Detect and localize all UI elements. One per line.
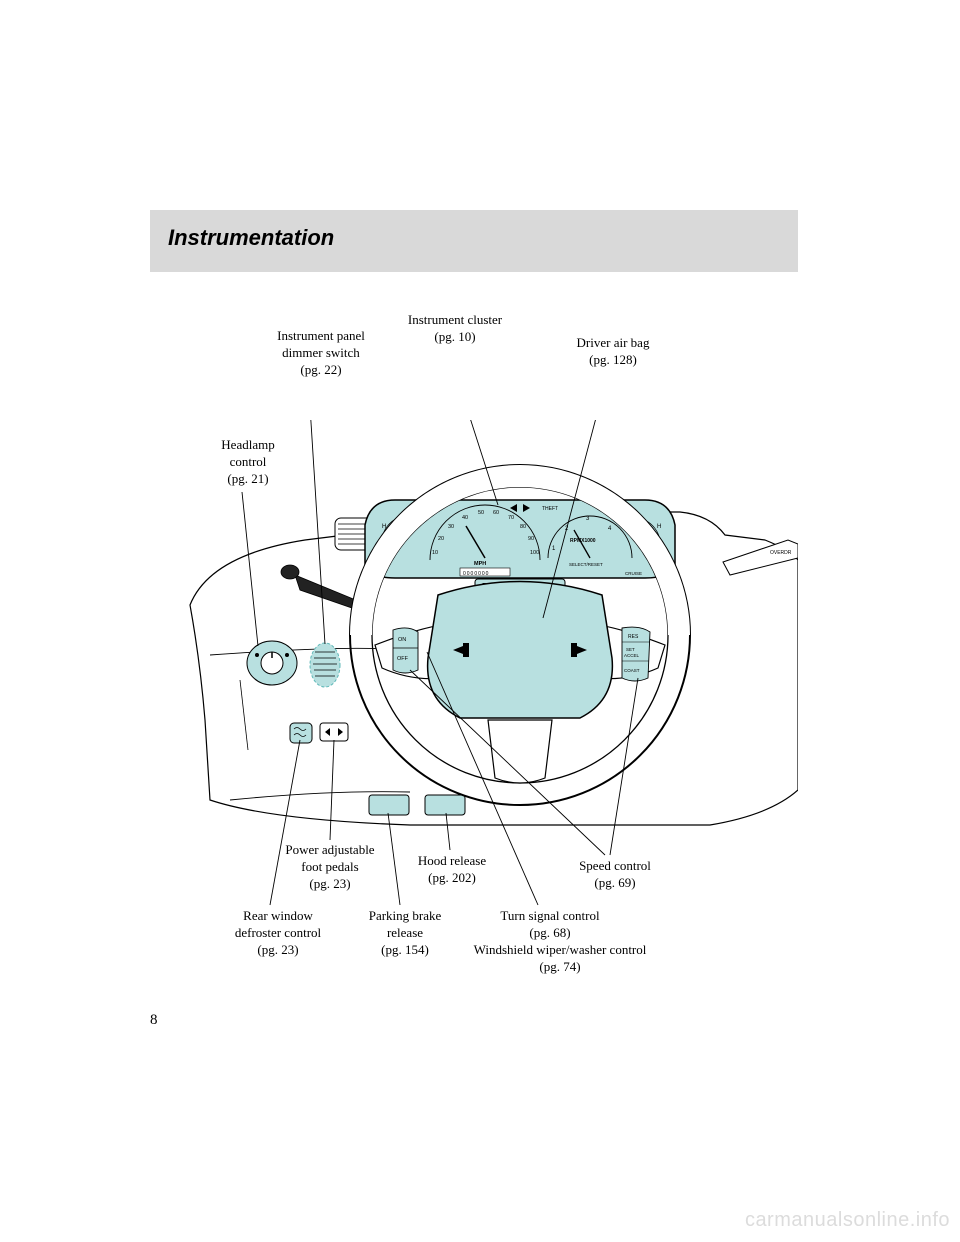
svg-text:80: 80	[520, 524, 526, 530]
hood-release-icon	[425, 795, 465, 815]
label-driver-airbag: Driver air bag (pg. 128)	[558, 335, 668, 369]
label-text: (pg. 128)	[589, 352, 637, 367]
svg-text:ON: ON	[398, 637, 406, 643]
page: Instrumentation Instrument panel dimmer …	[0, 0, 960, 1242]
svg-text:100: 100	[530, 550, 539, 556]
label-text: (pg. 23)	[257, 942, 298, 957]
svg-text:SELECT/RESET: SELECT/RESET	[569, 562, 603, 567]
label-text: Windshield wiper/washer control	[474, 942, 647, 957]
svg-text:ACCEL: ACCEL	[624, 653, 640, 658]
svg-text:20: 20	[438, 536, 444, 542]
label-wiper-washer: Windshield wiper/washer control (pg. 74)	[450, 942, 670, 976]
svg-text:90: 90	[528, 536, 534, 542]
svg-text:CRUISE: CRUISE	[625, 571, 642, 576]
label-text: defroster control	[235, 925, 321, 940]
page-number: 8	[150, 1012, 158, 1029]
svg-text:THEFT: THEFT	[542, 506, 558, 512]
svg-text:10: 10	[432, 550, 438, 556]
label-text: Driver air bag	[577, 335, 650, 350]
diagram-svg: OVERDR H C 10 20 30 40 50 60 70 80 90 10…	[150, 420, 798, 920]
svg-text:70: 70	[508, 515, 514, 521]
svg-text:60: 60	[493, 510, 499, 516]
rear-defrost-button-icon	[290, 723, 312, 743]
label-text: Instrument panel	[277, 328, 365, 343]
svg-text:SET: SET	[626, 647, 635, 652]
label-instrument-panel: Instrument panel dimmer switch (pg. 22)	[256, 328, 386, 379]
svg-text:OFF: OFF	[397, 656, 409, 662]
label-instrument-cluster: Instrument cluster (pg. 10)	[390, 312, 520, 346]
svg-text:H: H	[382, 524, 386, 530]
svg-text:50: 50	[478, 510, 484, 516]
label-text: dimmer switch	[282, 345, 360, 360]
svg-text:RPMX1000: RPMX1000	[570, 538, 596, 544]
label-text: Instrument cluster	[408, 312, 502, 327]
svg-text:H: H	[657, 524, 661, 530]
label-text: (pg. 154)	[381, 942, 429, 957]
svg-text:MPH: MPH	[474, 561, 486, 567]
label-text: release	[387, 925, 423, 940]
svg-text:40: 40	[462, 515, 468, 521]
label-text: (pg. 74)	[539, 959, 580, 974]
dimmer-switch-icon	[310, 643, 340, 687]
svg-text:RES: RES	[628, 634, 639, 640]
svg-text:COAST: COAST	[624, 668, 640, 673]
header-title: Instrumentation	[168, 225, 334, 251]
label-text: (pg. 68)	[529, 925, 570, 940]
parking-brake-release-icon	[369, 795, 409, 815]
headlamp-control-icon	[247, 641, 297, 685]
svg-text:0000000: 0000000	[463, 571, 489, 577]
watermark: carmanualsonline.info	[745, 1209, 950, 1232]
power-pedals-button-icon	[320, 723, 348, 741]
label-text: (pg. 22)	[300, 362, 341, 377]
svg-text:OVERDR: OVERDR	[770, 550, 792, 556]
svg-text:30: 30	[448, 524, 454, 530]
label-text: (pg. 10)	[434, 329, 475, 344]
